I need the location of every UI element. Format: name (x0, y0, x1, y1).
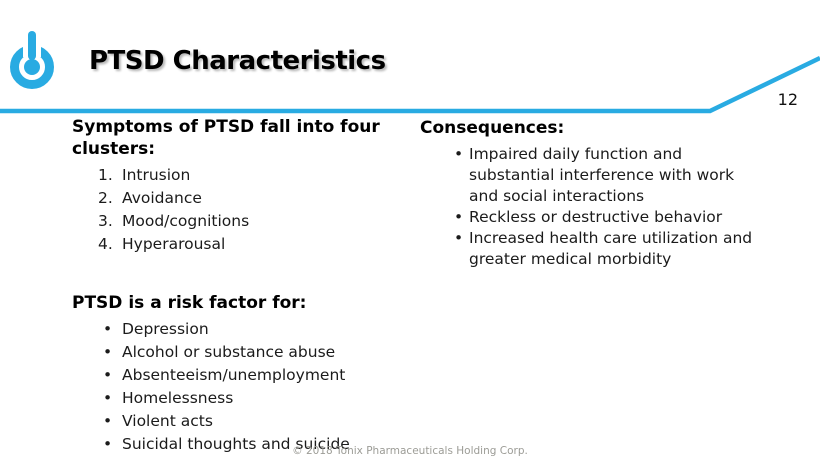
slide-title: PTSD Characteristics (89, 46, 386, 76)
list-item: 4. Hyperarousal (72, 233, 384, 256)
bullet-icon: • (103, 343, 113, 361)
consequences-heading: Consequences: (420, 118, 565, 138)
list-item: • Homelessness (72, 387, 384, 410)
copyright-footer: © 2018 Tonix Pharmaceuticals Holding Cor… (292, 445, 528, 457)
list-item-text: Mood/cognitions (122, 212, 250, 230)
list-item-text: Alcohol or substance abuse (122, 343, 336, 361)
list-item: • Depression (72, 318, 384, 341)
bullet-icon: • (103, 412, 113, 430)
power-icon (9, 28, 55, 94)
consequences-bullet-list: • Impaired daily function and substantia… (420, 144, 764, 270)
bullet-icon: • (454, 229, 464, 247)
list-item: • Alcohol or substance abuse (72, 341, 384, 364)
bullet-icon: • (103, 366, 113, 384)
list-item-text: Increased health care utilization and gr… (469, 229, 753, 268)
list-item: • Absenteeism/unemployment (72, 364, 384, 387)
list-item: 1. Intrusion (72, 164, 384, 187)
list-item-text: Reckless or destructive behavior (469, 208, 723, 226)
list-item: • Impaired daily function and substantia… (420, 144, 764, 207)
list-item-text: Violent acts (122, 412, 213, 430)
risk-bullet-list: • Depression • Alcohol or substance abus… (72, 318, 384, 456)
list-number: 3. (98, 212, 113, 230)
list-item: 3. Mood/cognitions (72, 210, 384, 233)
list-item: • Suicidal thoughts and suicide (72, 433, 384, 456)
list-number: 1. (98, 166, 113, 184)
bullet-icon: • (103, 320, 113, 338)
symptoms-heading: Symptoms of PTSD fall into four clusters… (72, 117, 380, 159)
right-column: Consequences: • Impaired daily function … (420, 117, 764, 270)
left-column: Symptoms of PTSD fall into four clusters… (72, 116, 384, 456)
list-number: 2. (98, 189, 113, 207)
list-item: • Increased health care utilization and … (420, 228, 764, 270)
list-item: • Violent acts (72, 410, 384, 433)
list-number: 4. (98, 235, 113, 253)
list-item-text: Impaired daily function and substantial … (469, 145, 735, 205)
bullet-icon: • (454, 145, 464, 163)
bullet-icon: • (454, 208, 464, 226)
list-item-text: Absenteeism/unemployment (122, 366, 346, 384)
list-item-text: Intrusion (122, 166, 191, 184)
list-item: 2. Avoidance (72, 187, 384, 210)
bullet-icon: • (103, 389, 113, 407)
list-item-text: Hyperarousal (122, 235, 226, 253)
list-item-text: Suicidal thoughts and suicide (122, 435, 350, 453)
list-item-text: Avoidance (122, 189, 202, 207)
list-item-text: Homelessness (122, 389, 234, 407)
page-number: 12 (777, 90, 798, 109)
list-item: • Reckless or destructive behavior (420, 207, 764, 228)
bullet-icon: • (103, 435, 113, 453)
risk-heading: PTSD is a risk factor for: (72, 293, 307, 313)
symptoms-numbered-list: 1. Intrusion 2. Avoidance 3. Mood/cognit… (72, 164, 384, 256)
list-item-text: Depression (122, 320, 209, 338)
